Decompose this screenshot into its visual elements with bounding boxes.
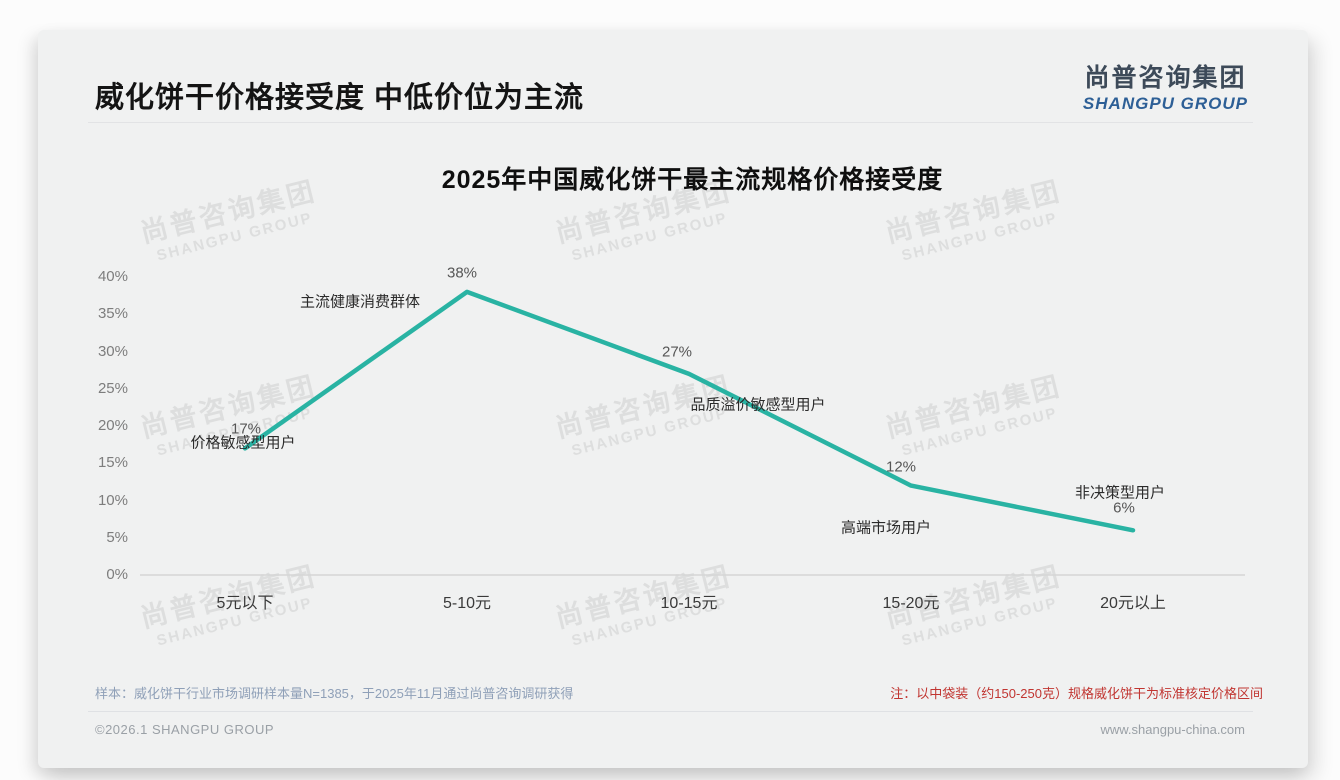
- x-axis-category-label: 10-15元: [660, 595, 718, 612]
- data-point-annotation: 价格敏感型用户: [190, 434, 296, 452]
- data-point-value-label: 12%: [885, 458, 917, 476]
- data-point-annotation: 高端市场用户: [840, 519, 932, 537]
- company-logo-cn-text: 尚普咨询集团: [1084, 64, 1247, 92]
- footer-divider: [88, 711, 1253, 712]
- y-axis-tick-label: 40%: [97, 268, 128, 285]
- y-axis-tick-label: 15%: [97, 454, 128, 472]
- slide-card: 威化饼干价格接受度 中低价位为主流 尚普咨询集团 SHANGPU GROUP 2…: [38, 30, 1308, 768]
- data-point-value-label: 17%: [230, 420, 262, 438]
- data-point-annotation: 非决策型用户: [1074, 484, 1166, 502]
- data-point-annotation: 主流健康消费群体: [299, 293, 421, 311]
- y-axis-tick-label: 25%: [97, 379, 128, 397]
- header-divider: [88, 122, 1253, 123]
- pricing-remark-note: 注：以中袋装（约150-250克）规格威化饼干为标准核定价格区间: [890, 686, 1263, 701]
- y-axis-tick-label: 5%: [106, 528, 128, 546]
- x-axis-category-label: 5-10元: [442, 595, 492, 612]
- sample-note: 样本：威化饼干行业市场调研样本量N=1385，于2025年11月通过尚普咨询调研…: [95, 686, 574, 701]
- company-logo: 尚普咨询集团 SHANGPU GROUP: [1083, 58, 1248, 114]
- x-axis-category-label: 15-20元: [882, 595, 940, 612]
- y-axis-tick-label: 10%: [97, 491, 128, 509]
- data-point-value-label: 6%: [1113, 499, 1135, 517]
- price-acceptance-line-chart: [140, 289, 1245, 576]
- y-axis-tick-label: 20%: [97, 417, 128, 434]
- page-title: 威化饼干价格接受度 中低价位为主流: [95, 82, 585, 114]
- data-point-annotation: 品质溢价敏感型用户: [690, 396, 826, 414]
- x-axis-category-label: 5元以下: [216, 595, 274, 612]
- x-axis-category-label: 20元以上: [1100, 595, 1166, 612]
- website-url: www.shangpu-china.com: [1100, 722, 1245, 737]
- data-point-value-label: 27%: [661, 343, 693, 361]
- y-axis-tick-label: 30%: [97, 342, 128, 360]
- y-axis-tick-label: 0%: [106, 566, 128, 583]
- copyright-text: ©2026.1 SHANGPU GROUP: [95, 722, 275, 737]
- chart-area: 2025年中国威化饼干最主流规格价格接受度 0% 5% 10% 15% 20% 25% 30…: [38, 30, 1308, 768]
- company-logo-en-text: SHANGPU GROUP: [1082, 94, 1248, 113]
- data-point-value-label: 38%: [446, 264, 478, 282]
- chart-title: 2025年中国威化饼干最主流规格价格接受度: [441, 166, 944, 194]
- acceptance-line-series: [242, 289, 1136, 533]
- y-axis-tick-label: 35%: [97, 305, 128, 323]
